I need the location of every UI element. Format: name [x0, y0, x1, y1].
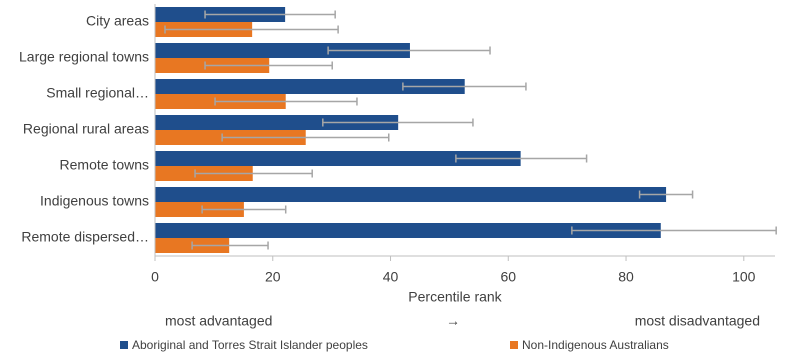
- bar: [155, 151, 521, 166]
- bar: [155, 202, 244, 217]
- error-bar: [204, 61, 333, 70]
- error-bar: [322, 118, 474, 127]
- y-tick-label: Regional rural areas: [23, 121, 149, 137]
- error-bar: [327, 46, 491, 55]
- y-tick-label: Small regional…: [46, 85, 149, 101]
- y-tick-label: Remote dispersed…: [21, 229, 149, 245]
- x-tick-label: 80: [618, 269, 634, 285]
- legend-swatch: [510, 341, 518, 349]
- error-bar: [638, 190, 694, 199]
- error-bar: [455, 154, 588, 163]
- y-tick-label: City areas: [86, 13, 149, 29]
- error-bar: [194, 169, 313, 178]
- legend-label: Non-Indigenous Australians: [522, 338, 669, 352]
- error-bar: [214, 97, 358, 106]
- y-tick-label: Remote towns: [60, 157, 149, 173]
- x-tick-label: 60: [500, 269, 516, 285]
- bar: [155, 187, 667, 202]
- error-bar: [204, 10, 336, 19]
- annotation-arrow: →: [446, 313, 460, 329]
- x-axis-label: Percentile rank: [408, 289, 502, 305]
- x-tick-label: 0: [151, 269, 159, 285]
- x-tick-label: 40: [383, 269, 399, 285]
- annotation-left: most advantaged: [165, 313, 272, 329]
- y-tick-label: Indigenous towns: [40, 193, 149, 209]
- y-tick-label: Large regional towns: [19, 49, 149, 65]
- x-tick-label: 100: [732, 269, 756, 285]
- bar: [155, 43, 410, 58]
- error-bar: [402, 82, 527, 91]
- bar: [155, 223, 661, 238]
- x-tick-label: 20: [265, 269, 281, 285]
- bar: [155, 115, 399, 130]
- annotation-right: most disadvantaged: [635, 313, 760, 329]
- error-bar: [164, 25, 339, 34]
- error-bar: [191, 241, 269, 250]
- legend-swatch: [120, 341, 128, 349]
- legend-label: Aboriginal and Torres Strait Islander pe…: [132, 338, 368, 352]
- error-bar: [221, 133, 390, 142]
- bar: [155, 79, 465, 94]
- error-bar: [571, 226, 777, 235]
- error-bar: [201, 205, 287, 214]
